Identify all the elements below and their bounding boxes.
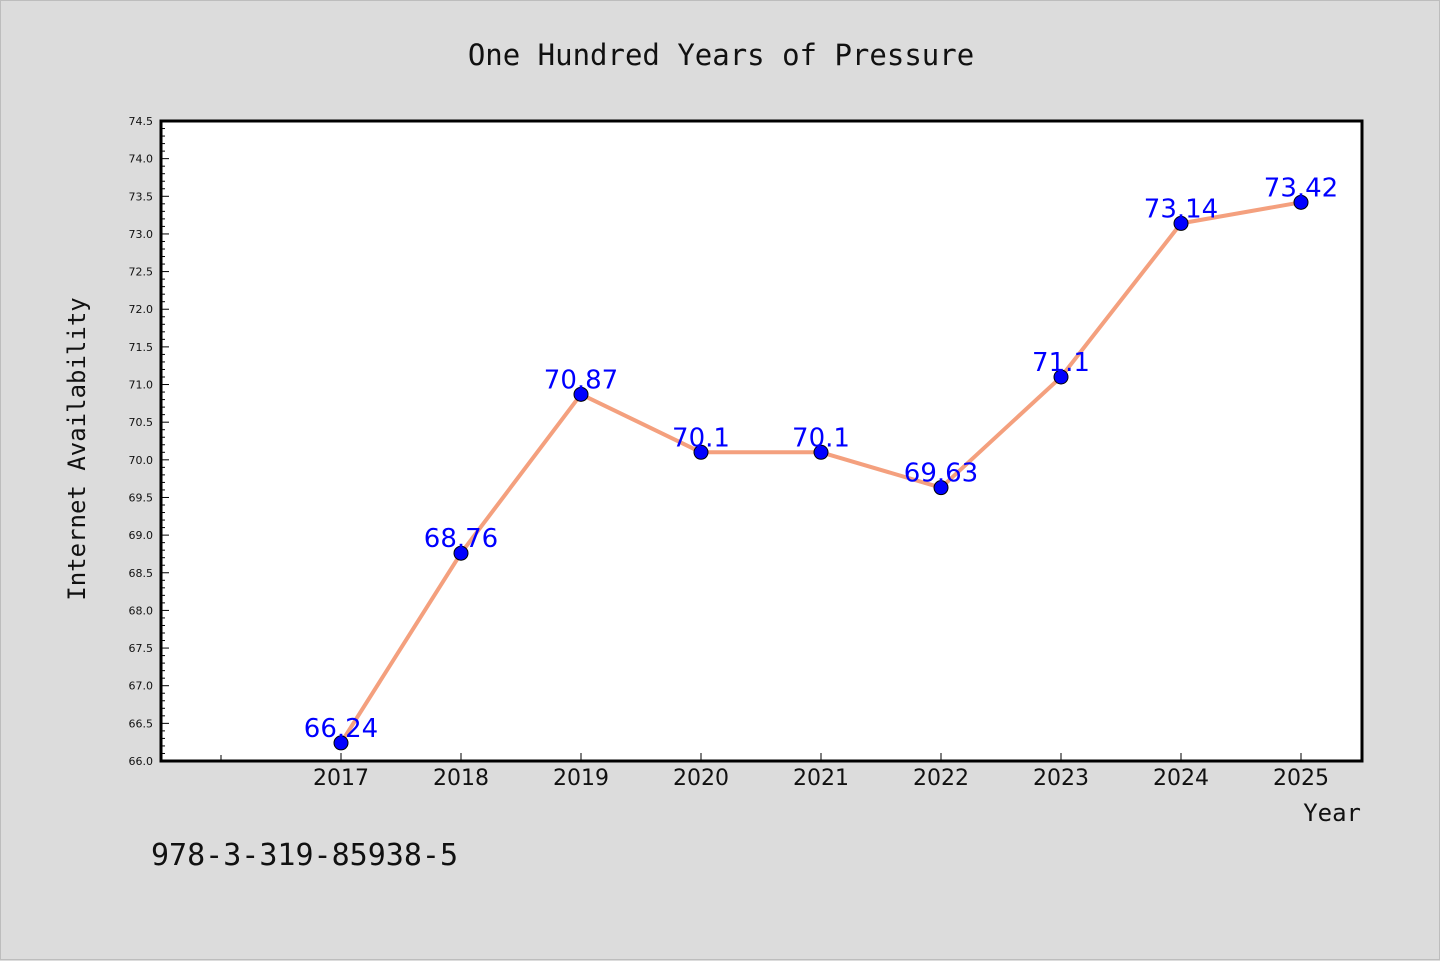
x-tick-label: 2024 — [1153, 766, 1209, 791]
x-tick-label: 2022 — [913, 766, 969, 791]
x-tick-label: 2025 — [1273, 766, 1329, 791]
chart-title: One Hundred Years of Pressure — [468, 38, 974, 72]
series-line: 66.24 68.76 70.87 70.1 70.1 69.63 71.1 73.14 73.… — [304, 173, 1338, 751]
data-point — [1053, 369, 1069, 385]
y-tick-label: 73.5 — [129, 190, 154, 203]
data-point — [1293, 194, 1309, 210]
data-label: 73.14 — [1144, 194, 1218, 224]
y-tick-label: 70.0 — [129, 454, 154, 467]
data-label: 73.42 — [1264, 173, 1338, 203]
y-tick-label: 71.5 — [129, 341, 154, 354]
y-tick-label: 66.5 — [129, 717, 154, 730]
x-axis: 2017 2018 2019 2020 2021 2022 2023 2024 2025 — [220, 753, 1329, 791]
y-tick-label: 73.0 — [129, 228, 154, 241]
data-label: 71.1 — [1032, 348, 1090, 378]
data-label: 70.1 — [672, 423, 730, 453]
data-point — [573, 386, 589, 402]
y-tick-label: 66.0 — [129, 755, 154, 768]
y-tick-label: 68.5 — [129, 567, 154, 580]
data-point — [813, 444, 829, 460]
x-axis-label: Year — [1303, 799, 1361, 827]
data-label: 70.87 — [544, 365, 618, 395]
x-tick-label: 2023 — [1033, 766, 1089, 791]
y-tick-label: 72.5 — [129, 266, 154, 279]
data-label: 70.1 — [792, 423, 850, 453]
y-tick-label: 72.0 — [129, 303, 154, 316]
data-point — [1173, 215, 1189, 231]
y-tick-label: 68.0 — [129, 604, 154, 617]
y-tick-label: 74.5 — [129, 115, 154, 128]
data-point — [453, 545, 469, 561]
y-tick-label: 69.0 — [129, 529, 154, 542]
y-tick-label: 67.5 — [129, 642, 154, 655]
y-axis-label: Internet Availability — [63, 297, 91, 600]
data-label: 69.63 — [904, 459, 978, 489]
plot-area — [159, 119, 1364, 763]
data-label: 66.24 — [304, 714, 378, 744]
data-point — [933, 480, 949, 496]
y-tick-label: 69.5 — [129, 491, 154, 504]
x-tick-label: 2020 — [673, 766, 729, 791]
footer-id-text: 978-3-319-85938-5 — [151, 838, 458, 873]
y-axis: 66.0 66.5 67.0 67.5 68.0 68.5 69.0 69.5 70.0 70.5… — [129, 115, 169, 768]
y-tick-label: 71.0 — [129, 379, 154, 392]
x-tick-label: 2018 — [433, 766, 489, 791]
y-tick-label: 70.5 — [129, 416, 154, 429]
x-tick-label: 2017 — [313, 766, 369, 791]
data-label: 68.76 — [424, 524, 498, 554]
data-point — [333, 735, 349, 751]
x-tick-label: 2019 — [553, 766, 609, 791]
data-point — [693, 444, 709, 460]
y-tick-label: 67.0 — [129, 680, 154, 693]
y-tick-label: 74.0 — [129, 153, 154, 166]
x-tick-label: 2021 — [793, 766, 849, 791]
